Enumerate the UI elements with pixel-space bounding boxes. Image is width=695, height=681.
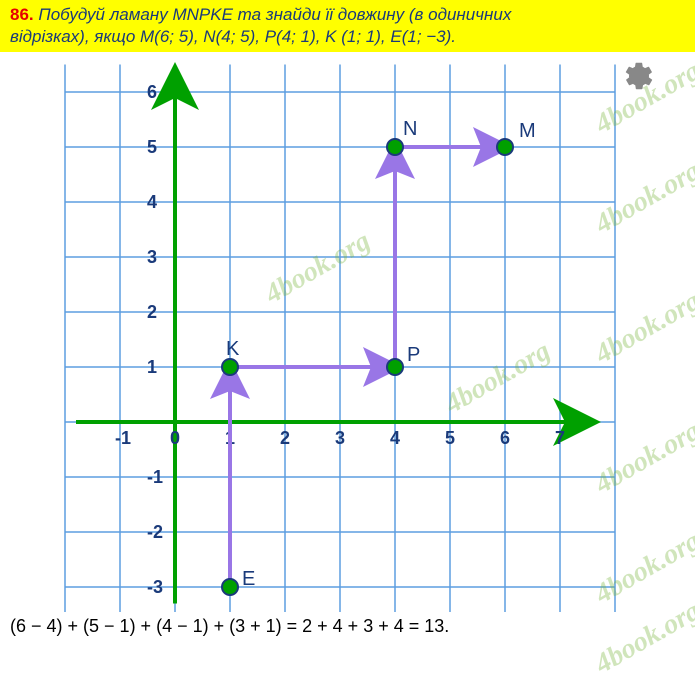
problem-text-1: Побудуй ламану MNPKE та знайди її довжин… [38,5,511,24]
svg-text:-2: -2 [147,522,163,542]
svg-text:3: 3 [147,247,157,267]
graph-svg: -101234567-3-2-1123456 MNPKE [0,52,695,612]
answer-line: (6 − 4) + (5 − 1) + (4 − 1) + (3 + 1) = … [0,612,695,641]
svg-text:5: 5 [147,137,157,157]
svg-text:1: 1 [147,357,157,377]
svg-text:P: P [407,344,420,366]
svg-text:K: K [226,338,240,360]
svg-text:E: E [242,568,255,590]
point-labels: M N P K E [226,118,536,590]
svg-text:5: 5 [445,428,455,448]
svg-text:2: 2 [147,302,157,322]
problem-text-2: відрізках), якщо M(6; 5), N(4; 5), P(4; … [10,27,456,46]
problem-number: 86. [10,5,34,24]
problem-header: 86. Побудуй ламану MNPKE та знайди її до… [0,0,695,52]
svg-text:-3: -3 [147,577,163,597]
svg-text:4: 4 [390,428,400,448]
svg-text:3: 3 [335,428,345,448]
svg-text:-1: -1 [147,467,163,487]
svg-text:6: 6 [500,428,510,448]
svg-text:2: 2 [280,428,290,448]
gear-icon[interactable] [623,60,655,92]
svg-text:4: 4 [147,192,157,212]
svg-text:M: M [519,120,536,142]
coordinate-graph: -101234567-3-2-1123456 MNPKE 4book.org4b… [0,52,695,612]
svg-text:N: N [403,118,417,140]
svg-text:0: 0 [170,428,180,448]
svg-text:-1: -1 [115,428,131,448]
svg-text:7: 7 [555,428,565,448]
svg-text:6: 6 [147,82,157,102]
